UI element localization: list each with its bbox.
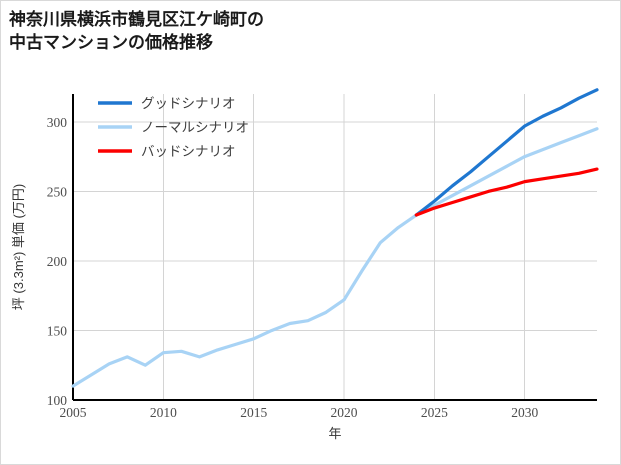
- x-tick-label: 2015: [240, 405, 267, 420]
- x-tick-label: 2025: [421, 405, 448, 420]
- y-tick-label: 150: [47, 323, 68, 338]
- y-axis-title: 坪 (3.3m²) 単価 (万円): [11, 184, 26, 310]
- x-tick-label: 2010: [150, 405, 177, 420]
- legend-label: バッドシナリオ: [141, 144, 236, 159]
- x-axis-title: 年: [328, 426, 341, 441]
- gridlines: [72, 94, 597, 401]
- y-tick-label: 300: [47, 115, 68, 130]
- series-line: [71, 127, 599, 388]
- y-tick-label: 200: [47, 254, 68, 269]
- series-layer: [71, 88, 599, 388]
- y-tick-label: 100: [47, 393, 68, 408]
- page-title: 神奈川県横浜市鶴見区江ケ崎町の 中古マンションの価格推移: [9, 10, 264, 52]
- legend-label: ノーマルシナリオ: [141, 120, 249, 135]
- x-tick-label: 2030: [511, 405, 538, 420]
- series-line: [414, 88, 599, 217]
- x-tick-label: 2005: [60, 405, 87, 420]
- y-tick-labels: 100 150 200 250 300: [47, 115, 68, 408]
- x-tick-labels: 2005 2010 2015 2020 2025 2030: [60, 405, 539, 420]
- series-line: [414, 167, 599, 217]
- y-tick-label: 250: [47, 184, 68, 199]
- x-tick-label: 2020: [331, 405, 358, 420]
- legend-label: グッドシナリオ: [141, 96, 236, 111]
